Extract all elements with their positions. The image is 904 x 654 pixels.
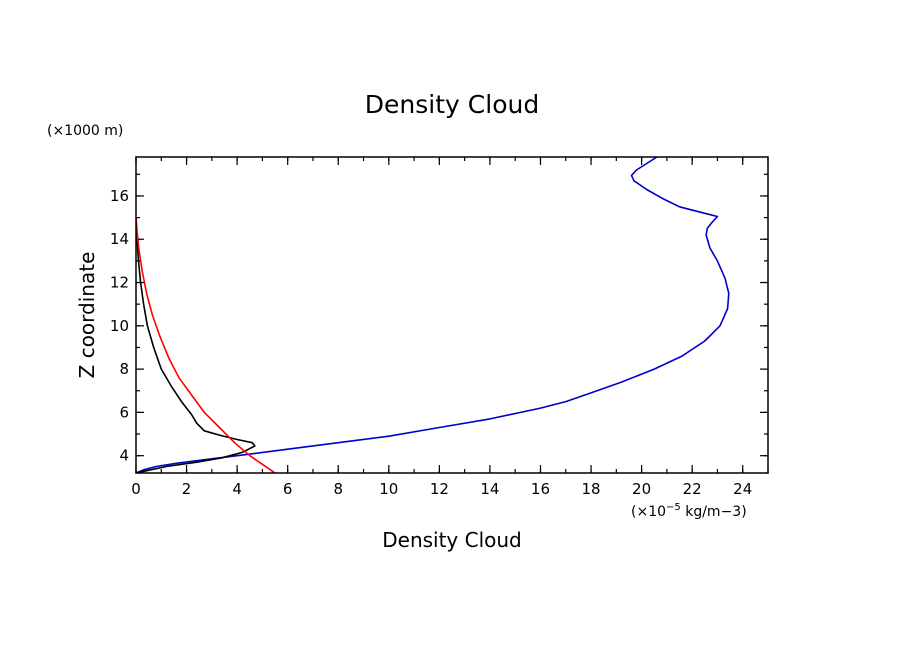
x-tick-label: 24 bbox=[733, 480, 752, 498]
plot-frame bbox=[135, 156, 769, 474]
x-unit-label: (×10−5 kg/m−3) bbox=[631, 502, 747, 520]
x-tick-label: 2 bbox=[182, 480, 192, 498]
x-tick-label: 14 bbox=[480, 480, 499, 498]
y-tick-label: 6 bbox=[119, 403, 129, 421]
y-axis-label: Z coordinate bbox=[75, 252, 99, 379]
series-lines bbox=[136, 157, 730, 473]
y-tick-label: 16 bbox=[110, 187, 129, 205]
series-line-2 bbox=[136, 217, 256, 473]
x-unit-suffix: kg/m bbox=[681, 504, 721, 520]
y-tick-label: 12 bbox=[110, 274, 129, 292]
x-tick-label: 0 bbox=[131, 480, 141, 498]
x-unit-prefix: (×10 bbox=[631, 504, 666, 520]
x-tick-label: 8 bbox=[333, 480, 343, 498]
x-unit-exponent: −5 bbox=[666, 502, 681, 513]
y-unit-label: (×1000 m) bbox=[47, 123, 123, 139]
series-line-3 bbox=[136, 217, 276, 473]
y-tick-label: 10 bbox=[110, 317, 129, 335]
y-tick-label: 14 bbox=[110, 230, 129, 248]
x-unit-tail: −3) bbox=[721, 504, 747, 520]
x-tick-label: 22 bbox=[683, 480, 702, 498]
x-tick-label: 6 bbox=[283, 480, 293, 498]
series-line-1 bbox=[136, 157, 730, 473]
x-tick-label: 18 bbox=[581, 480, 600, 498]
y-tick-label: 8 bbox=[119, 360, 129, 378]
chart-title: Density Cloud bbox=[365, 90, 539, 119]
x-tick-label: 20 bbox=[632, 480, 651, 498]
x-tick-label: 4 bbox=[232, 480, 242, 498]
y-tick-label: 4 bbox=[119, 447, 129, 465]
x-tick-label: 12 bbox=[430, 480, 449, 498]
x-tick-label: 10 bbox=[379, 480, 398, 498]
x-tick-label: 16 bbox=[531, 480, 550, 498]
x-axis-label: Density Cloud bbox=[382, 528, 522, 552]
